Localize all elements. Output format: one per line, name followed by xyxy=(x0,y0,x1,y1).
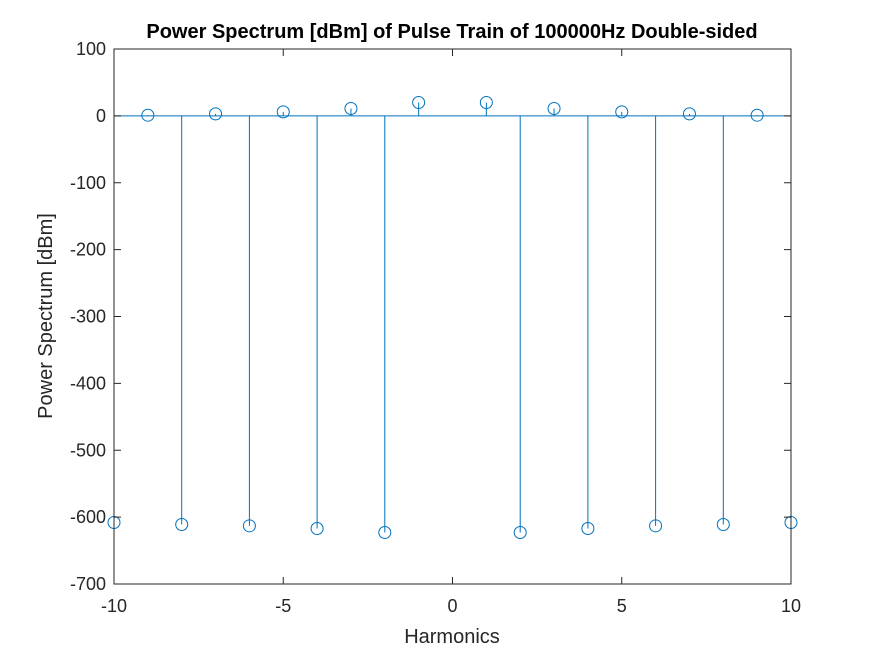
y-tick-label: 0 xyxy=(96,106,106,126)
stem-marker xyxy=(716,517,730,531)
stem-marker xyxy=(209,107,223,121)
y-axis-ticks: -700 -600 -500 -400 -300 -200 -100 0 100 xyxy=(70,39,791,594)
x-tick-label: 0 xyxy=(447,596,457,616)
stem-marker xyxy=(682,107,696,121)
stem-marker xyxy=(412,96,426,109)
stem-marker xyxy=(581,521,595,535)
stem-marker xyxy=(242,519,256,533)
stem-marker xyxy=(649,519,663,533)
chart-title: Power Spectrum [dBm] of Pulse Train of 1… xyxy=(146,21,757,43)
stem-marker xyxy=(141,108,155,122)
y-tick-label: -700 xyxy=(70,574,106,594)
stem-marker xyxy=(175,517,189,531)
y-tick-label: -200 xyxy=(70,240,106,260)
stem-marker xyxy=(615,105,629,119)
y-tick-label: -300 xyxy=(70,307,106,327)
y-tick-label: 100 xyxy=(76,39,106,59)
x-tick-label: 5 xyxy=(617,596,627,616)
plot-area xyxy=(114,49,791,584)
stem-marker xyxy=(310,521,324,535)
x-tick-label: -10 xyxy=(101,596,127,616)
stem-marker xyxy=(479,96,493,109)
stem-marker xyxy=(276,105,290,119)
x-tick-label: -5 xyxy=(275,596,291,616)
y-tick-label: -600 xyxy=(70,507,106,527)
stem-marker xyxy=(378,526,392,540)
x-axis-label: Harmonics xyxy=(404,626,500,648)
y-axis-label: Power Spectrum [dBm] xyxy=(35,213,57,419)
stem-marker xyxy=(513,526,527,540)
stem-marker xyxy=(547,102,561,116)
stem-marker xyxy=(344,102,358,116)
x-tick-label: 10 xyxy=(781,596,801,616)
y-tick-label: -500 xyxy=(70,440,106,460)
stem-marker xyxy=(750,108,764,122)
y-tick-label: -100 xyxy=(70,173,106,193)
x-axis-ticks: -10 -5 0 5 10 xyxy=(101,49,801,616)
y-tick-label: -400 xyxy=(70,373,106,393)
